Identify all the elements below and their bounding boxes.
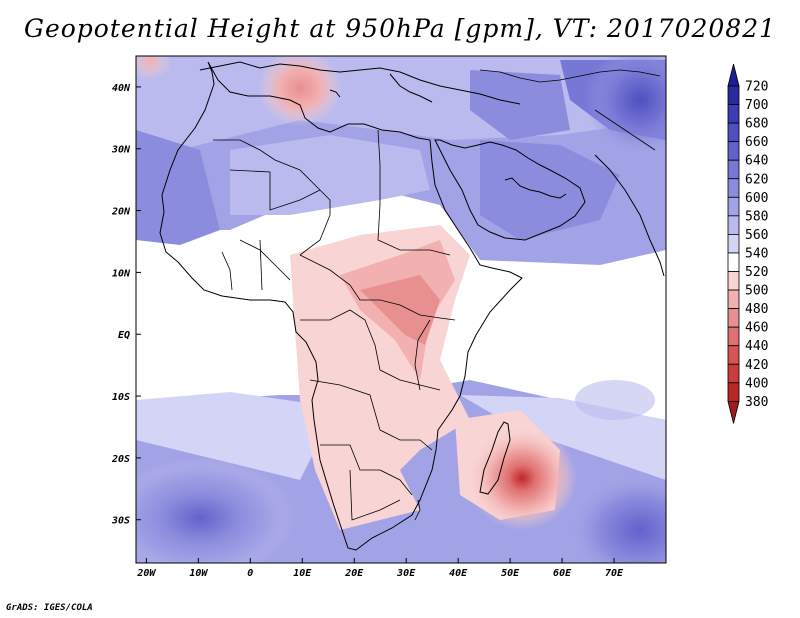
lon-tick-label: 10W bbox=[189, 568, 208, 579]
colorbar-level-label: 680 bbox=[745, 117, 768, 132]
colorbar-swatch bbox=[727, 104, 740, 124]
colorbar-swatch bbox=[727, 326, 740, 347]
colorbar-level-label: 600 bbox=[745, 191, 768, 206]
geopotential-field bbox=[136, 56, 666, 563]
chart-title: Geopotential Height at 950hPa [gpm], VT:… bbox=[23, 14, 777, 43]
colorbar-level-label: 380 bbox=[745, 395, 768, 410]
colorbar-level-label: 520 bbox=[745, 265, 768, 280]
lat-tick-label: 30N bbox=[111, 145, 131, 156]
lat-tick-label: 10S bbox=[112, 392, 130, 403]
lat-tick-label: 40N bbox=[112, 83, 131, 94]
lat-tick-label: 10N bbox=[112, 268, 131, 279]
lon-tick-label: 20W bbox=[136, 568, 156, 579]
colorbar-top-arrow bbox=[727, 63, 740, 87]
colorbar-swatch bbox=[727, 141, 740, 161]
lon-tick-label: 50E bbox=[501, 568, 520, 579]
colorbar-level-label: 400 bbox=[745, 376, 768, 391]
colorbar-level-label: 700 bbox=[745, 98, 768, 113]
colorbar-swatch bbox=[727, 196, 740, 217]
lon-tick-label: 10E bbox=[293, 568, 312, 579]
colorbar-swatch bbox=[727, 122, 740, 143]
lat-tick-label: 20N bbox=[111, 207, 131, 218]
colorbar-swatch bbox=[727, 382, 740, 402]
colorbar-swatch bbox=[727, 271, 740, 291]
colorbar-swatch bbox=[727, 85, 740, 105]
colorbar-level-label: 660 bbox=[745, 135, 768, 150]
colorbar-swatch bbox=[727, 233, 740, 254]
colorbar-swatch bbox=[727, 159, 740, 180]
colorbar-level-label: 640 bbox=[745, 154, 768, 169]
colorbar-swatch bbox=[727, 215, 740, 235]
colorbar-swatch bbox=[727, 178, 740, 198]
colorbar-level-label: 500 bbox=[745, 284, 768, 299]
lon-tick-label: 40E bbox=[449, 568, 468, 579]
colorbar-level-label: 580 bbox=[745, 209, 768, 224]
colorbar-swatch bbox=[727, 308, 740, 328]
colorbar-swatch bbox=[727, 363, 740, 384]
colorbar: 720 700 680 660 640 620 600 580 560 540 520 500 480 4… bbox=[727, 63, 768, 424]
colorbar-bottom-arrow bbox=[727, 400, 740, 424]
lon-tick-label: 30E bbox=[396, 568, 416, 579]
colorbar-level-label: 440 bbox=[745, 339, 768, 354]
lon-tick-label: 70E bbox=[605, 568, 624, 579]
colorbar-swatch bbox=[727, 345, 740, 365]
colorbar-level-label: 420 bbox=[745, 358, 768, 373]
lon-tick-label: 20E bbox=[344, 568, 364, 579]
colorbar-level-label: 720 bbox=[745, 80, 768, 95]
colorbar-level-label: 460 bbox=[745, 321, 768, 336]
coastlines-and-borders bbox=[159, 61, 665, 551]
colorbar-level-label: 560 bbox=[745, 228, 768, 243]
longitude-axis: 20W 10W 0 10E 20E 30E 40E 50E 60E 70E bbox=[136, 558, 624, 579]
colorbar-swatch bbox=[727, 252, 740, 272]
latitude-axis: 40N 30N 20N 10N EQ 10S 20S 30S bbox=[111, 83, 141, 527]
colorbar-level-label: 620 bbox=[745, 172, 768, 187]
credit-text: GrADS: IGES/COLA bbox=[6, 603, 93, 613]
lat-tick-label: 30S bbox=[111, 516, 130, 527]
colorbar-level-label: 480 bbox=[745, 302, 768, 317]
lat-tick-label: EQ bbox=[118, 330, 130, 341]
lon-tick-label: 60E bbox=[553, 568, 572, 579]
lon-tick-label: 0 bbox=[247, 568, 253, 579]
colorbar-level-label: 540 bbox=[745, 246, 768, 261]
lat-tick-label: 20S bbox=[111, 454, 130, 465]
colorbar-swatch bbox=[727, 289, 740, 309]
plot-frame bbox=[135, 55, 667, 564]
